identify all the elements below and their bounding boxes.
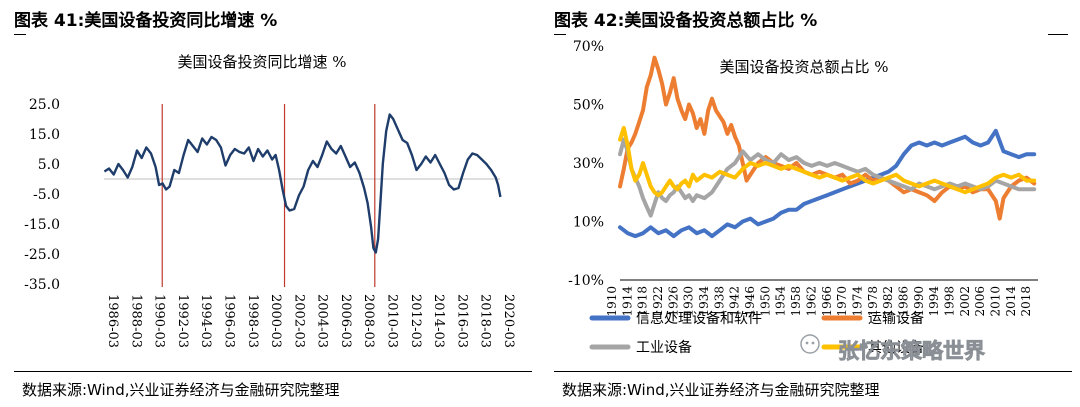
x-tick-label: 1988-03 [128, 294, 143, 348]
y-tick-label: -15.0 [24, 217, 60, 233]
x-tick-label: 1986 [896, 286, 910, 317]
legend-label: 运输设备 [868, 310, 924, 327]
x-tick-label: 1986-03 [105, 294, 120, 348]
x-tick-label: 1998-03 [245, 294, 260, 348]
x-tick-label: 1954 [774, 286, 788, 317]
left-bottom-rule [14, 371, 532, 372]
y-tick-label: 50% [573, 98, 604, 114]
y-tick-label: 10% [573, 215, 604, 231]
x-tick-label: 2002-03 [291, 294, 306, 348]
x-tick-label: 2006 [973, 286, 987, 317]
x-tick-label: 1962 [804, 286, 818, 317]
left-source-note: 数据来源:Wind,兴业证券经济与金融研究院整理 [22, 381, 340, 399]
y-tick-label: -5.0 [33, 187, 60, 203]
y-tick-label: 25.0 [29, 97, 60, 113]
right-bottom-rule [554, 371, 1072, 372]
left-figure-panel: 图表 41:美国设备投资同比增速 % 美国设备投资同比增速 % 25.0 15.0 5… [14, 11, 532, 399]
x-tick-label: 1930 [682, 286, 696, 317]
legend-label: 工业设备 [636, 339, 692, 356]
y-tick-label: -25.0 [24, 247, 60, 263]
x-tick-label: 2014-03 [431, 294, 446, 348]
wechat-icon-dot [811, 341, 815, 345]
x-tick-label: 1950 [758, 286, 772, 317]
y-tick-label: 5.0 [38, 157, 60, 173]
x-tick-label: 2010 [988, 286, 1002, 317]
series-line-yellow [618, 125, 1037, 198]
y-tick-label: 30% [573, 156, 604, 172]
x-tick-label: 1994-03 [198, 294, 213, 348]
x-tick-label: 1938 [712, 286, 726, 317]
x-tick-label: 2000-03 [268, 294, 283, 348]
x-tick-label: 1922 [651, 286, 665, 317]
yoy-growth-chart: 美国设备投资同比增速 % 25.0 15.0 5.0 -5.0 -15.0 -25.0 -35… [24, 53, 516, 348]
x-tick-label: 1974 [850, 286, 864, 317]
y-tick-label: -10% [568, 273, 604, 289]
x-tick-label: 2010-03 [385, 294, 400, 348]
right-source-note: 数据来源:Wind,兴业证券经济与金融研究院整理 [562, 381, 880, 399]
x-tick-label: 1992-03 [175, 294, 190, 348]
y-tick-label: 15.0 [29, 127, 60, 143]
y-tick-label: -35.0 [24, 277, 60, 293]
x-tick-label: 1926 [666, 286, 680, 317]
x-tick-label: 2008-03 [361, 294, 376, 348]
left-figure-title: 图表 41:美国设备投资同比增速 % [14, 11, 278, 31]
x-tick-label: 2014 [1004, 286, 1018, 317]
x-tick-label: 2004-03 [315, 294, 330, 348]
series-line-blue [618, 128, 1037, 239]
x-tick-label: 2012-03 [408, 294, 423, 348]
x-tick-label: 2002 [958, 286, 972, 317]
x-tick-label: 2018 [1019, 286, 1033, 317]
x-tick-label: 1934 [697, 286, 711, 317]
series-line-gray [618, 137, 1037, 218]
x-tick-label: 1998 [942, 286, 956, 317]
x-tick-label: 1946 [743, 286, 757, 317]
left-title-rule [14, 34, 26, 35]
wechat-icon-dot [805, 341, 809, 345]
x-tick-label: 2006-03 [338, 294, 353, 348]
x-tick-label: 1990 [912, 286, 926, 317]
x-tick-label: 1994 [927, 286, 941, 317]
legend-label: 其他设备 [868, 339, 924, 356]
x-tick-label: 2020-03 [501, 294, 516, 348]
right-title-rule-left [554, 34, 566, 35]
right-figure-panel: 图表 42:美国设备投资总额占比 % 美国设备投资总额占比 % 70% 50% 30%… [540, 0, 1080, 407]
x-tick-label: 2018-03 [478, 294, 493, 348]
share-chart: 美国设备投资总额占比 % 70% 50% 30% 10% -10%1910 1914 1918… [568, 39, 1038, 363]
x-tick-label: 1996-03 [221, 294, 236, 348]
x-tick-label: 1958 [789, 286, 803, 317]
x-tick-label: 1966 [820, 286, 834, 317]
series-line-yoy-growth [103, 113, 502, 254]
legend-label: 信息处理设备和软件 [636, 310, 762, 327]
x-tick-label: 1914 [620, 286, 634, 317]
watermark-text: 张忆东策略世界 [838, 338, 985, 363]
right-title-rule-right [1048, 34, 1068, 35]
y-tick-label: 70% [573, 39, 604, 55]
x-tick-label: 1990-03 [152, 294, 167, 348]
chart-title: 美国设备投资同比增速 % [177, 53, 346, 71]
wechat-icon [800, 334, 820, 354]
chart-title: 美国设备投资总额占比 % [719, 58, 888, 76]
x-tick-label: 2016-03 [454, 294, 469, 348]
x-tick-label: 1978 [866, 286, 880, 317]
x-tick-label: 1910 [605, 286, 619, 317]
right-figure-title: 图表 42:美国设备投资总额占比 % [554, 11, 818, 31]
x-tick-label: 1918 [636, 286, 650, 317]
x-tick-label: 1942 [728, 286, 742, 317]
x-tick-label: 1970 [835, 286, 849, 317]
x-tick-label: 1982 [881, 286, 895, 317]
